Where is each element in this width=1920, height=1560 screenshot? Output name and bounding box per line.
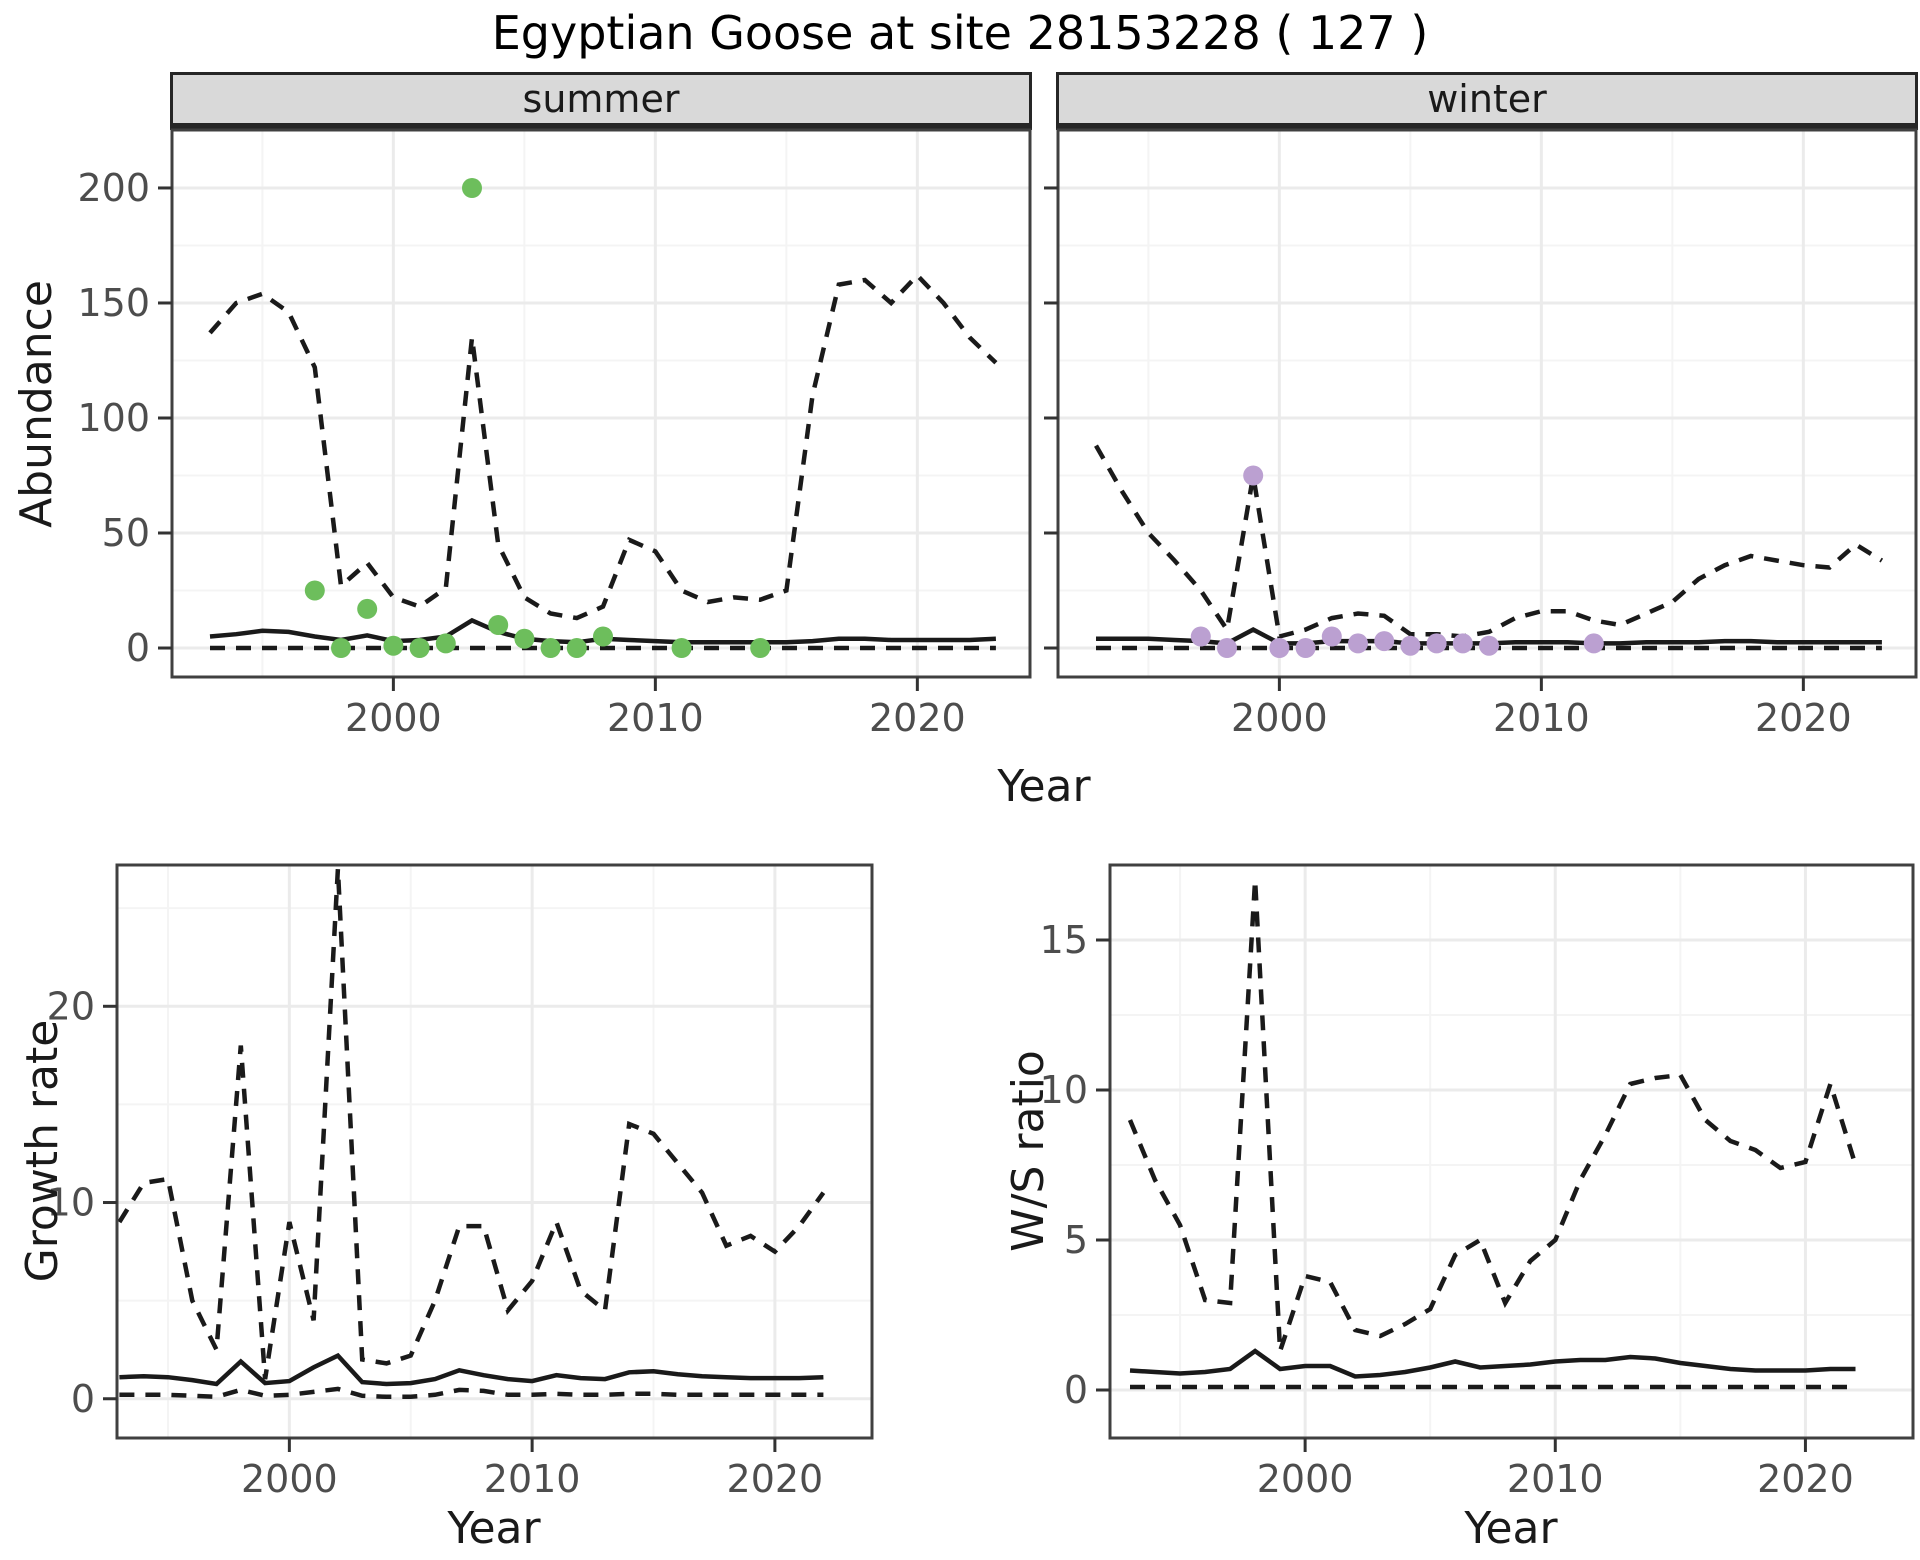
data-point (1321, 626, 1342, 647)
data-point (1217, 638, 1237, 658)
data-point (1190, 626, 1211, 647)
data-point (304, 580, 325, 601)
x-tick-label: 2010 (484, 1457, 581, 1501)
panel-border (1108, 863, 1915, 1440)
data-point (462, 178, 482, 198)
x-tick-label: 2020 (727, 1457, 824, 1501)
data-point (409, 638, 430, 658)
y-axis-title-growth-rate: Growth rate (16, 1019, 68, 1283)
data-point (750, 638, 771, 658)
data-point (488, 615, 509, 635)
facet-strip-winter: winter (1056, 72, 1918, 130)
data-point (331, 638, 351, 658)
x-axis-title-year-bottom-left: Year (447, 1502, 541, 1554)
x-tick-label: 2000 (1257, 1457, 1354, 1501)
data-point (1374, 631, 1395, 652)
data-point (1400, 635, 1421, 656)
data-point (1348, 633, 1368, 654)
data-point (1243, 465, 1264, 486)
data-point (1295, 638, 1316, 658)
data-point (540, 638, 561, 658)
panel-border (115, 863, 874, 1440)
y-tick-label: 10 (1040, 1068, 1088, 1112)
y-tick-label: 15 (1040, 918, 1088, 962)
data-point (566, 638, 587, 658)
panel-background (1110, 865, 1913, 1438)
facet-strip-winter-label: winter (1427, 77, 1547, 121)
panel-border (170, 128, 1032, 679)
data-point (383, 635, 404, 656)
y-tick-label: 0 (126, 626, 150, 670)
median-line (1129, 1348, 1856, 1379)
y-axis-title-ws-ratio: W/S ratio (1002, 1050, 1054, 1252)
panel-background (117, 865, 872, 1438)
y-tick-label: 0 (1064, 1368, 1088, 1412)
y-axis-title-abundance: Abundance (10, 280, 62, 528)
facet-strip-summer: summer (170, 72, 1032, 130)
y-tick-label: 5 (1064, 1218, 1088, 1262)
median-line (119, 1352, 824, 1387)
x-tick-label: 2000 (241, 1457, 338, 1501)
upper-ci-line (117, 868, 826, 1380)
data-point (1583, 633, 1604, 654)
panel-background (172, 130, 1030, 677)
y-tick-label: 100 (77, 396, 150, 440)
y-tick-label: 150 (77, 281, 150, 325)
y-tick-label: 50 (102, 511, 150, 555)
data-point (593, 626, 613, 647)
x-axis-title-year-top: Year (997, 760, 1091, 812)
plot-title: Egyptian Goose at site 28153228 ( 127 ) (491, 6, 1429, 60)
data-point (1452, 633, 1473, 654)
x-tick-label: 2010 (1493, 696, 1590, 740)
x-tick-label: 2020 (1757, 1457, 1854, 1501)
data-point (435, 633, 456, 654)
x-tick-label: 2020 (869, 696, 966, 740)
data-point (514, 628, 535, 649)
y-tick-label: 20 (47, 984, 95, 1028)
data-point (1269, 638, 1290, 658)
data-point (357, 598, 378, 619)
y-tick-label: 10 (47, 1181, 95, 1225)
upper-ci-line (1127, 879, 1858, 1352)
data-point (1426, 633, 1447, 654)
y-tick-label: 0 (71, 1377, 95, 1421)
x-axis-title-year-bottom-right: Year (1464, 1502, 1558, 1554)
x-tick-label: 2000 (345, 696, 442, 740)
x-tick-label: 2010 (1507, 1457, 1604, 1501)
upper-ci-line (1094, 444, 1884, 640)
x-tick-label: 2010 (607, 696, 704, 740)
data-point (1479, 635, 1499, 656)
facet-strip-summer-label: summer (522, 77, 680, 121)
data-point (671, 638, 692, 658)
upper-ci-line (208, 272, 998, 621)
x-tick-label: 2000 (1231, 696, 1328, 740)
x-tick-label: 2020 (1755, 696, 1852, 740)
y-tick-label: 200 (77, 166, 150, 210)
panel-border (1056, 128, 1918, 679)
panel-background (1058, 130, 1916, 677)
lower-ci-line (119, 1386, 824, 1400)
